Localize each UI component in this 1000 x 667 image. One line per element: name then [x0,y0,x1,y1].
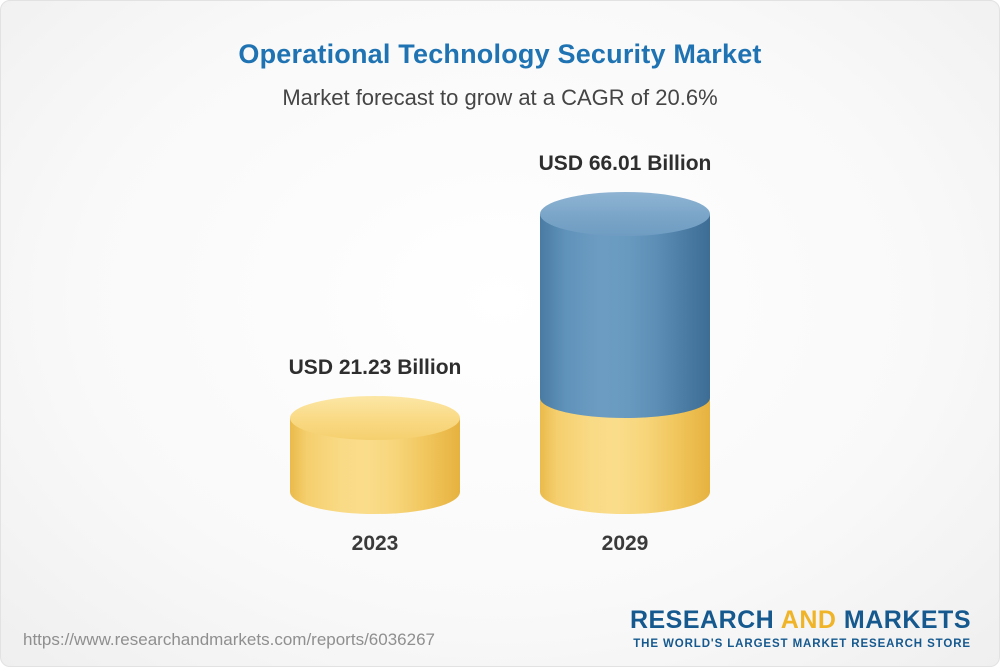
cylinder-2029-growth-segment [540,192,710,418]
logo-word-markets: MARKETS [843,606,971,634]
page-subtitle: Market forecast to grow at a CAGR of 20.… [282,85,718,110]
bar-chart: USD 21.23 Billion 2023 USD 66.01 Billion… [1,152,999,556]
logo-wordmark: RESEARCH AND MARKETS [630,608,971,633]
page-title: Operational Technology Security Market [238,39,762,69]
cylinder-2029 [540,192,710,514]
bar-2023-value-label: USD 21.23 Billion [288,356,462,379]
bar-2029-value-label: USD 66.01 Billion [538,152,712,175]
research-and-markets-logo[interactable]: RESEARCH AND MARKETS THE WORLD'S LARGEST… [630,608,971,651]
footer: https://www.researchandmarkets.com/repor… [23,608,971,651]
header: Operational Technology Security Market M… [1,39,999,111]
logo-word-research: RESEARCH [629,606,775,634]
logo-tagline: THE WORLD'S LARGEST MARKET RESEARCH STOR… [633,638,971,650]
bar-2023: USD 21.23 Billion 2023 [288,356,462,556]
source-url-link[interactable]: https://www.researchandmarkets.com/repor… [23,630,435,649]
logo-word-and: AND [780,606,837,634]
bar-2029: USD 66.01 Billion 2029 [538,152,712,556]
cylinder-2023-top-cap [290,396,460,440]
cylinder-2023 [290,396,460,514]
cylinder-2029-top-cap [540,192,710,236]
bar-2023-category-label: 2023 [351,532,399,555]
bar-2029-category-label: 2029 [601,532,649,555]
cylinder-2023-body [290,396,460,514]
